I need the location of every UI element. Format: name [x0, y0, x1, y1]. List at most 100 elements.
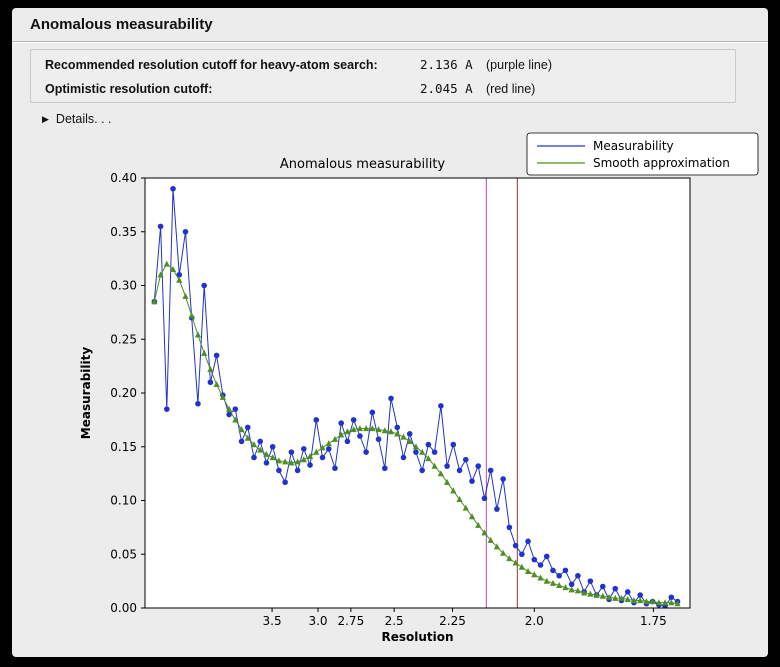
series-1 — [151, 260, 681, 607]
data-point — [456, 496, 463, 503]
plot-background — [145, 178, 690, 608]
data-point — [481, 495, 488, 502]
data-point — [232, 416, 239, 423]
data-point — [344, 428, 351, 435]
data-point — [244, 434, 251, 441]
legend: Measurability Smooth approximation — [526, 132, 759, 176]
y-tick-label: 0.40 — [110, 171, 137, 185]
data-point — [213, 352, 220, 359]
data-point — [194, 331, 202, 338]
recommended-cutoff-value: 2.136 A — [420, 57, 473, 72]
data-point — [257, 438, 264, 445]
data-point — [494, 506, 500, 512]
recommended-cutoff-note: (purple line) — [486, 58, 553, 72]
recommended-cutoff-row: Recommended resolution cutoff for heavy-… — [31, 53, 735, 77]
data-point — [188, 312, 195, 319]
x-tick-label: 2.75 — [337, 614, 364, 628]
y-tick-label: 0.15 — [110, 440, 137, 454]
data-point — [275, 457, 283, 464]
data-point — [462, 504, 469, 511]
data-point — [512, 542, 519, 549]
legend-box — [526, 132, 759, 176]
optimistic-cutoff-note: (red line) — [486, 82, 536, 96]
data-point — [388, 395, 394, 402]
data-point — [543, 577, 550, 584]
data-point — [524, 568, 532, 575]
data-point — [319, 444, 326, 451]
data-point — [487, 536, 494, 543]
data-point — [363, 425, 370, 432]
data-point — [406, 437, 413, 444]
data-point — [618, 594, 625, 601]
data-point — [624, 589, 631, 595]
data-point — [531, 556, 538, 563]
data-point — [332, 465, 338, 472]
data-point — [562, 584, 569, 591]
data-point — [394, 430, 401, 437]
data-point — [406, 431, 413, 437]
data-point — [419, 467, 425, 474]
x-tick-label: 3.0 — [308, 614, 327, 628]
data-point — [350, 417, 357, 423]
x-axis-label: Resolution — [381, 630, 453, 644]
data-point — [163, 260, 170, 267]
data-point — [182, 228, 189, 235]
data-point — [450, 441, 457, 448]
data-point — [668, 594, 675, 601]
data-point — [519, 551, 525, 558]
data-point — [394, 424, 401, 431]
data-point — [425, 455, 432, 462]
data-point — [500, 549, 507, 556]
data-point — [605, 593, 613, 600]
data-point — [176, 271, 183, 278]
data-point — [612, 594, 619, 601]
data-point — [201, 282, 207, 289]
data-point — [363, 449, 369, 455]
data-point — [350, 426, 357, 433]
data-point — [637, 592, 643, 598]
data-point — [593, 591, 600, 598]
y-tick-label: 0.20 — [110, 386, 137, 400]
data-point — [288, 459, 295, 466]
page-title: Anomalous measurability — [12, 8, 768, 42]
data-point — [263, 460, 270, 466]
data-point — [630, 597, 638, 604]
data-point — [338, 420, 345, 426]
data-point — [600, 583, 606, 590]
data-point — [456, 467, 463, 474]
details-disclosure[interactable]: ▶ Details. . . — [42, 112, 112, 126]
cutoff-info-box: Recommended resolution cutoff for heavy-… — [30, 49, 736, 103]
data-point — [431, 462, 438, 469]
data-point — [668, 599, 675, 606]
data-point — [257, 446, 264, 453]
data-point — [269, 454, 276, 461]
data-point — [356, 425, 363, 432]
data-point — [219, 393, 226, 400]
data-point — [437, 470, 444, 477]
data-point — [531, 571, 538, 578]
data-point — [550, 567, 556, 574]
data-point — [444, 463, 450, 469]
data-point — [419, 448, 426, 455]
data-point — [169, 265, 177, 272]
data-point — [375, 436, 382, 443]
data-point — [307, 462, 313, 468]
y-tick-label: 0.30 — [110, 279, 137, 293]
data-point — [232, 406, 239, 412]
data-point — [157, 271, 164, 278]
data-point — [263, 450, 270, 457]
data-point — [556, 572, 562, 579]
data-point — [543, 553, 550, 560]
data-point — [182, 292, 189, 299]
x-tick-label: 3.5 — [263, 614, 282, 628]
y-tick-label: 0.35 — [110, 225, 137, 239]
data-point — [238, 438, 245, 445]
data-point — [443, 478, 451, 485]
y-tick-label: 0.25 — [110, 332, 137, 346]
data-point — [225, 405, 233, 412]
data-point — [250, 441, 258, 448]
data-point — [493, 543, 501, 550]
legend-label-1: Smooth approximation — [593, 156, 730, 170]
chart-title: Anomalous measurability — [280, 157, 446, 172]
details-label: Details. . . — [55, 112, 112, 126]
